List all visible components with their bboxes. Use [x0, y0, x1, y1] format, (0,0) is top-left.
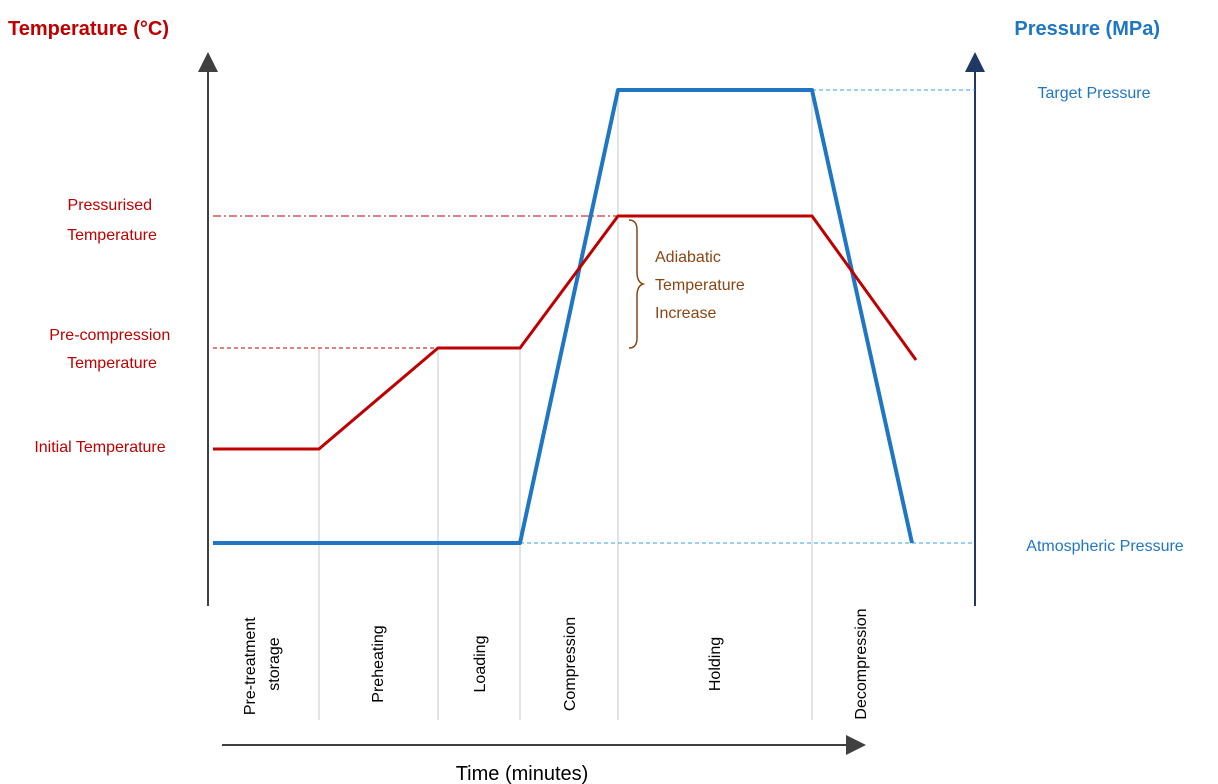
phase-label-pretreatment: Pre-treatment storage	[242, 613, 283, 715]
initial-temperature-label: Initial Temperature	[34, 439, 165, 456]
precompression-temperature-line2: Temperature	[67, 355, 157, 372]
adiabatic-line3: Increase	[655, 305, 716, 322]
adiabatic-brace	[628, 219, 646, 349]
precompression-temperature-label: Pre-compression Temperature	[49, 327, 174, 372]
pressurised-temperature-line2: Temperature	[67, 227, 157, 244]
phase-label-loading: Loading	[472, 636, 489, 693]
phase-label-holding: Holding	[707, 637, 724, 691]
adiabatic-label: Adiabatic Temperature Increase	[655, 249, 749, 322]
target-pressure-label: Target Pressure	[1038, 85, 1151, 102]
phase-pretreatment-line1: Pre-treatment	[242, 617, 259, 715]
phase-pretreatment-line2: storage	[266, 637, 283, 690]
pressurised-temperature-line1: Pressurised	[68, 197, 152, 214]
adiabatic-line1: Adiabatic	[655, 249, 721, 266]
pressure-curve	[213, 88, 914, 545]
pressurised-temperature-label: Pressurised Temperature	[67, 197, 157, 244]
temperature-axis-title: Temperature (°C)	[8, 18, 169, 40]
time-axis-title: Time (minutes)	[456, 763, 589, 784]
phase-label-decompression: Decompression	[853, 608, 870, 719]
adiabatic-line2: Temperature	[655, 277, 745, 294]
phase-label-compression: Compression	[562, 617, 579, 711]
atmospheric-pressure-label: Atmospheric Pressure	[1026, 538, 1183, 555]
pressure-axis-title: Pressure (MPa)	[1014, 18, 1160, 40]
temperature-curve	[213, 214, 918, 451]
precompression-temperature-line1: Pre-compression	[49, 327, 170, 344]
phase-label-preheating: Preheating	[370, 625, 387, 702]
